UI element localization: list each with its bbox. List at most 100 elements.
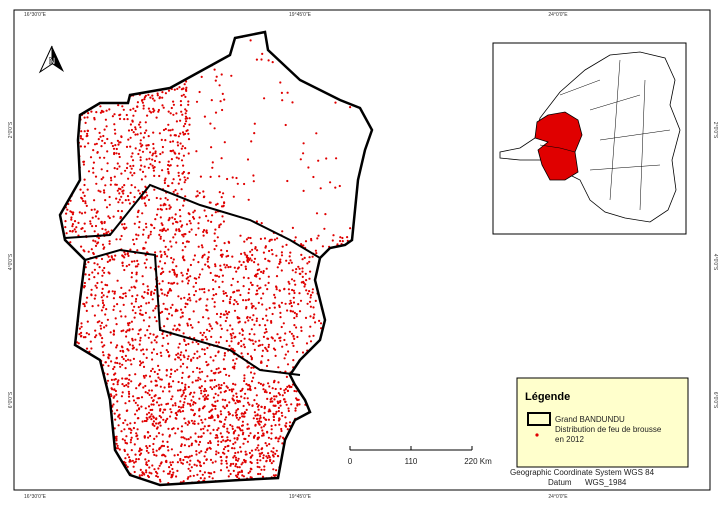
fire-point — [272, 415, 276, 419]
fire-point — [182, 391, 185, 394]
fire-point — [224, 319, 227, 323]
fire-point — [274, 348, 277, 351]
fire-point — [128, 343, 132, 346]
fire-point — [102, 189, 106, 192]
fire-point — [291, 101, 294, 104]
fire-point — [225, 459, 228, 463]
fire-point — [103, 246, 106, 249]
fire-point — [221, 274, 224, 277]
fire-point — [136, 259, 139, 262]
fire-point — [259, 361, 263, 364]
fire-point — [196, 473, 199, 476]
fire-point — [130, 155, 133, 158]
fire-point — [182, 204, 185, 207]
fire-point — [241, 415, 244, 418]
fire-point — [154, 307, 157, 310]
fire-point — [255, 394, 258, 397]
fire-point — [253, 372, 256, 375]
fire-point — [174, 432, 177, 435]
fire-point — [179, 142, 182, 145]
fire-point — [229, 296, 232, 299]
fire-point — [149, 163, 152, 166]
fire-point — [96, 321, 99, 324]
fire-point — [259, 344, 262, 347]
fire-point — [207, 219, 210, 222]
fire-point — [243, 377, 246, 380]
fire-point — [152, 292, 156, 295]
fire-point — [162, 106, 165, 109]
fire-point — [129, 422, 132, 425]
fire-point — [209, 432, 212, 435]
fire-point — [291, 269, 294, 272]
fire-point — [230, 74, 233, 77]
fire-point — [145, 449, 148, 452]
fire-point — [136, 437, 139, 440]
fire-point — [147, 436, 150, 439]
fire-point — [169, 461, 172, 464]
fire-point — [116, 303, 119, 306]
fire-point — [339, 239, 342, 243]
fire-point — [83, 250, 86, 253]
fire-point — [175, 228, 178, 231]
fire-point — [265, 444, 268, 447]
fire-point — [133, 421, 136, 424]
fire-point — [261, 52, 264, 56]
fire-point — [231, 255, 234, 258]
fire-point — [146, 446, 149, 450]
fire-point — [233, 349, 236, 352]
fire-point — [99, 105, 102, 108]
fire-point — [211, 461, 214, 464]
fire-point — [175, 308, 178, 311]
fire-point — [234, 411, 237, 414]
fire-point — [184, 122, 187, 125]
fire-point — [279, 81, 282, 84]
fire-point — [262, 271, 265, 275]
fire-point — [232, 388, 235, 391]
fire-point — [209, 458, 213, 461]
left-coord: 2°0'0"S — [8, 121, 14, 138]
fire-point — [240, 469, 243, 472]
fire-point — [97, 272, 100, 275]
fire-point — [235, 474, 238, 477]
fire-point — [86, 296, 89, 299]
fire-point — [132, 164, 135, 167]
fire-point — [120, 172, 123, 175]
fire-point — [152, 348, 155, 351]
fire-point — [266, 319, 269, 322]
fire-point — [159, 204, 162, 207]
fire-point — [69, 199, 72, 202]
fire-point — [220, 440, 223, 443]
fire-point — [92, 239, 95, 242]
fire-point — [127, 349, 130, 352]
fire-point — [232, 382, 235, 385]
fire-point — [203, 471, 206, 474]
fire-point — [94, 215, 97, 218]
fire-point — [217, 341, 220, 344]
fire-point — [187, 279, 190, 282]
fire-point — [256, 249, 259, 252]
fire-point — [71, 225, 74, 228]
fire-point — [215, 312, 219, 316]
fire-point — [309, 315, 312, 318]
fire-point — [253, 132, 256, 135]
fire-point — [100, 291, 104, 294]
fire-point — [87, 250, 90, 253]
fire-point — [222, 425, 225, 428]
fire-point — [193, 422, 196, 425]
fire-point — [155, 422, 158, 425]
fire-point — [128, 321, 131, 325]
fire-point — [290, 305, 293, 308]
fire-point — [110, 142, 113, 145]
fire-point — [172, 236, 175, 239]
fire-point — [223, 354, 226, 357]
fire-point — [148, 110, 151, 113]
fire-point — [180, 443, 183, 446]
fire-point — [265, 348, 268, 351]
fire-point — [84, 200, 87, 203]
fire-point — [105, 125, 108, 128]
left-coord: 6°0'0"S — [8, 391, 14, 408]
fire-point — [235, 392, 238, 395]
fire-point — [158, 161, 161, 164]
fire-point — [139, 142, 142, 145]
fire-point — [167, 385, 171, 388]
